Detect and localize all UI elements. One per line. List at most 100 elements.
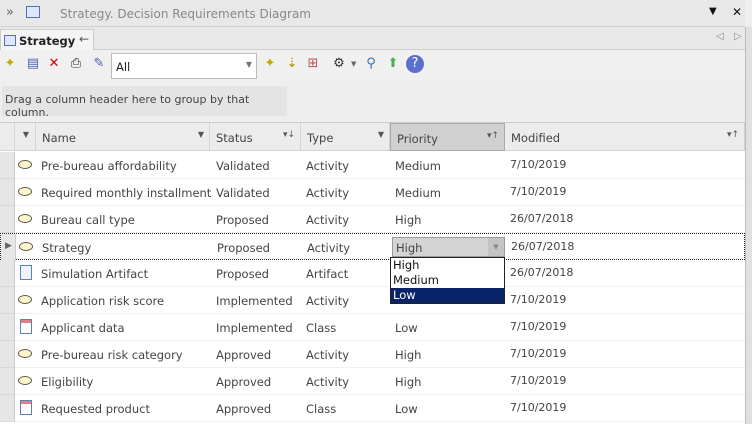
chevron-down-icon[interactable]: ▼ (197, 130, 204, 139)
view-options-icon[interactable]: ⚙ (333, 56, 345, 71)
cell-status: Implemented (216, 321, 293, 335)
column-header-modified[interactable]: Modified ▾↑ (505, 123, 745, 151)
row-selector[interactable] (0, 260, 15, 287)
cell-type: Activity (306, 213, 350, 227)
cell-type: Class (306, 402, 337, 416)
row-selector[interactable] (0, 287, 15, 314)
class-icon (20, 319, 32, 334)
cell-name: Pre-bureau affordability (41, 159, 177, 173)
tab-label: Strategy (19, 34, 76, 48)
sort-icon[interactable]: ▾↑ (486, 131, 499, 141)
chevron-down-icon[interactable]: ▼ (377, 130, 384, 139)
table-row[interactable]: Bureau call type Proposed Activity High 26/0… (0, 206, 745, 233)
activity-icon (18, 376, 32, 385)
priority-option-low[interactable]: Low (391, 288, 504, 303)
cell-name: Simulation Artifact (41, 267, 149, 281)
row-selector[interactable] (0, 368, 15, 395)
activity-icon (18, 349, 32, 358)
tab-strategy[interactable]: Strategy ← (0, 29, 94, 51)
cell-modified: 26/07/2018 (510, 212, 574, 225)
row-selector[interactable]: ▶ (1, 234, 16, 261)
cell-status: Approved (216, 402, 272, 416)
scroll-left-icon[interactable]: ◁ (716, 31, 724, 42)
toolbar: ✦ ▤ ✕ ⎙ ✎ All ▼ ✦ ⇣ ⊞ ⚙ ▼ ⚲ ⬆ ? (0, 50, 745, 80)
table-row[interactable]: Requested product Approved Class Low 7/10/20… (0, 395, 745, 422)
row-selector[interactable] (0, 341, 15, 368)
cell-priority: Medium (395, 186, 441, 200)
cell-priority: High (395, 375, 422, 389)
print-icon[interactable]: ⎙ (70, 56, 82, 71)
chevron-down-icon[interactable]: ▼ (488, 238, 504, 256)
close-icon[interactable]: ✕ (732, 5, 743, 19)
cell-modified: 26/07/2018 (511, 240, 575, 253)
row-selector[interactable] (0, 395, 15, 422)
group-by-area[interactable]: Drag a column header here to group by th… (2, 86, 287, 119)
properties-icon[interactable]: ▤ (26, 56, 40, 71)
sort-icon[interactable]: ▾↓ (282, 130, 295, 140)
activity-icon (18, 160, 32, 169)
column-header-priority[interactable]: Priority ▾↑ (390, 123, 505, 151)
cell-status: Approved (216, 375, 272, 389)
cell-name: Pre-bureau risk category (41, 348, 183, 362)
table-row[interactable]: Application risk score Implemented Activit… (0, 287, 745, 314)
cell-type: Artifact (306, 267, 349, 281)
row-selector[interactable] (0, 179, 15, 206)
cell-priority: Low (395, 321, 418, 335)
priority-dropdown-list[interactable]: High Medium Low (390, 257, 505, 304)
window-title-bar: » Strategy. Decision Requirements Diagra… (0, 0, 745, 27)
filter-select[interactable]: All ▼ (111, 53, 257, 79)
table-row[interactable]: Pre-bureau affordability Validated Activit… (0, 152, 745, 179)
column-header-type[interactable]: Type ▼ (301, 123, 390, 151)
edit-document-icon[interactable]: ✎ (93, 56, 105, 71)
table-row[interactable]: Required monthly installment Validated Act… (0, 179, 745, 206)
row-selector[interactable] (0, 152, 15, 179)
table-row[interactable]: ▶ Strategy Proposed Activity High ▼ 26/07/2018 (0, 233, 745, 261)
arrow-left-icon[interactable]: ← (79, 32, 90, 46)
new-item-icon[interactable]: ✦ (4, 56, 16, 71)
current-row-icon: ▶ (5, 241, 12, 251)
priority-combobox[interactable]: High ▼ (392, 237, 505, 257)
cell-name: Application risk score (41, 294, 165, 308)
table-row[interactable]: Simulation Artifact Proposed Artifact 26/07… (0, 260, 745, 287)
cell-modified: 7/10/2019 (510, 374, 567, 387)
row-selector[interactable] (0, 314, 15, 341)
delete-icon[interactable]: ✕ (48, 56, 60, 71)
help-icon[interactable]: ? (406, 55, 424, 73)
cell-type: Activity (306, 348, 350, 362)
cell-type: Activity (306, 375, 350, 389)
artifact-icon (20, 265, 32, 280)
cell-priority: High (395, 348, 422, 362)
table-row[interactable]: Pre-bureau risk category Approved Activity… (0, 341, 745, 368)
table-row[interactable]: Applicant data Implemented Class Low 7/10/20… (0, 314, 745, 341)
view-options-dropdown-icon[interactable]: ▼ (351, 60, 357, 68)
column-header-name[interactable]: Name ▼ (36, 123, 210, 151)
cell-modified: 26/07/2018 (510, 266, 574, 279)
priority-option-high[interactable]: High (393, 258, 420, 272)
scroll-right-icon[interactable]: ▷ (734, 31, 742, 42)
cell-name: Requested product (41, 402, 150, 416)
tab-row: Strategy ← ◁ ▷ (0, 27, 745, 51)
search-icon[interactable]: ⚲ (366, 56, 376, 71)
table-row[interactable]: Eligibility Approved Activity High 7/10/2019 (0, 368, 745, 395)
icon-column-header[interactable]: ▼ (15, 123, 36, 151)
cell-status: Validated (216, 159, 270, 173)
class-icon (20, 400, 32, 415)
expand-icon[interactable]: » (6, 5, 14, 20)
priority-option-medium[interactable]: Medium (393, 273, 439, 287)
cell-status: Approved (216, 348, 272, 362)
new-list-icon[interactable]: ✦ (264, 56, 276, 71)
vertical-scrollbar[interactable] (745, 27, 752, 424)
cell-status: Implemented (216, 294, 293, 308)
sort-icon[interactable]: ▾↑ (726, 130, 739, 140)
column-header-status[interactable]: Status ▾↓ (210, 123, 301, 151)
hierarchy-icon[interactable]: ⊞ (307, 56, 319, 71)
cell-modified: 7/10/2019 (510, 320, 567, 333)
activity-icon (18, 295, 32, 304)
row-selector[interactable] (0, 206, 15, 233)
header-label: Status (216, 131, 253, 145)
sort-tree-icon[interactable]: ⇣ (286, 56, 298, 71)
menu-dropdown-icon[interactable]: ▼ (709, 6, 717, 17)
up-arrow-icon[interactable]: ⬆ (387, 56, 399, 71)
cell-priority: High (395, 213, 422, 227)
cell-name: Eligibility (41, 375, 94, 389)
